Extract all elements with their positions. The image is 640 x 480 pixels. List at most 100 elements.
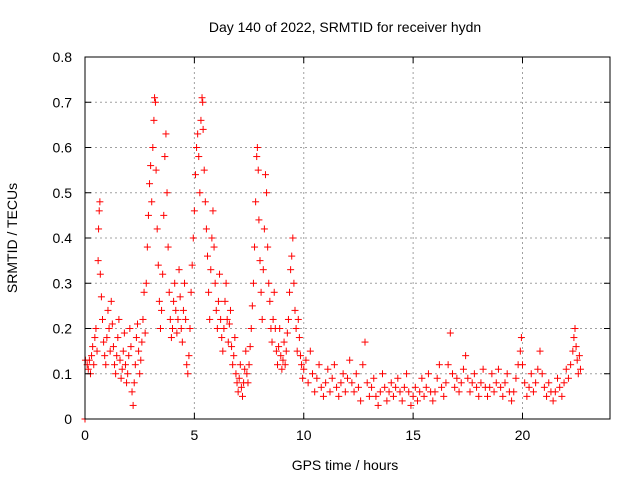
data-point: [466, 388, 474, 396]
x-tick-label: 15: [405, 427, 421, 443]
data-point: [196, 189, 204, 197]
data-point: [341, 388, 349, 396]
data-point: [118, 365, 126, 373]
data-point: [376, 388, 384, 396]
data-point: [284, 315, 292, 323]
data-point: [167, 334, 175, 342]
data-point: [560, 379, 568, 387]
data-point: [232, 370, 240, 378]
data-point: [473, 383, 481, 391]
data-point: [127, 343, 135, 351]
chart-title: Day 140 of 2022, SRMTID for receiver hyd…: [209, 19, 481, 35]
data-point: [103, 334, 111, 342]
data-point: [117, 374, 125, 382]
data-point: [477, 379, 485, 387]
data-point: [134, 320, 141, 328]
data-point: [105, 325, 113, 332]
data-point: [206, 315, 214, 323]
data-point: [183, 361, 191, 369]
data-point: [492, 379, 500, 387]
data-point: [135, 347, 143, 355]
data-point: [97, 293, 105, 301]
data-point: [549, 397, 557, 405]
data-point: [324, 365, 332, 373]
data-point: [159, 270, 167, 278]
data-point: [84, 365, 92, 373]
data-point: [379, 370, 386, 378]
data-point: [357, 397, 365, 405]
data-point: [139, 315, 147, 323]
data-point: [220, 325, 228, 332]
data-point: [551, 388, 559, 396]
y-tick-label: 0.6: [53, 140, 73, 156]
data-point: [140, 288, 148, 296]
data-point: [281, 361, 289, 369]
data-point: [286, 288, 294, 296]
data-point: [243, 370, 251, 378]
data-point: [256, 257, 264, 265]
data-point: [223, 315, 231, 323]
data-point: [275, 343, 283, 351]
data-point: [411, 383, 419, 391]
data-point: [534, 365, 542, 373]
data-point: [381, 383, 389, 391]
data-point: [138, 338, 146, 346]
data-point: [572, 343, 580, 351]
data-point: [141, 329, 149, 337]
data-point: [368, 383, 376, 391]
data-point: [156, 325, 164, 332]
data-point: [129, 401, 137, 409]
data-point: [540, 383, 548, 391]
data-point: [190, 207, 198, 215]
data-point: [306, 347, 314, 355]
data-point: [363, 379, 371, 387]
data-point: [199, 98, 207, 106]
data-point: [280, 338, 288, 346]
data-point: [313, 374, 321, 382]
axis-ticks: 0 0.1 0.2 0.3 0.4 0.5 0.6 0.7 0.8 0 5 10 15 20: [53, 49, 610, 443]
data-point: [211, 279, 219, 287]
data-point: [213, 325, 221, 332]
data-point: [173, 329, 181, 337]
data-point: [516, 347, 524, 355]
x-tick-label: 0: [81, 427, 89, 443]
data-point: [208, 234, 216, 242]
data-point: [155, 297, 163, 305]
data-point: [558, 392, 566, 400]
data-point: [158, 306, 166, 314]
data-point: [287, 266, 295, 274]
data-point: [94, 257, 102, 265]
data-point: [171, 279, 179, 287]
data-point: [490, 388, 498, 396]
data-point: [365, 392, 373, 400]
data-point: [264, 243, 272, 251]
data-point: [503, 370, 511, 378]
data-point: [231, 334, 239, 342]
data-point: [202, 225, 210, 233]
data-point: [453, 374, 461, 382]
data-point: [214, 297, 222, 305]
data-point: [545, 379, 553, 387]
data-point: [556, 383, 564, 391]
data-point: [438, 383, 446, 391]
data-point: [418, 374, 426, 382]
data-point: [394, 374, 402, 382]
data-point: [276, 325, 284, 332]
data-point: [128, 388, 136, 396]
data-point: [333, 383, 341, 391]
data-point: [317, 383, 325, 391]
data-point: [177, 325, 185, 332]
data-point: [152, 166, 160, 174]
data-point: [536, 347, 544, 355]
data-point: [293, 347, 301, 355]
data-point: [529, 388, 537, 396]
data-point: [396, 388, 404, 396]
data-point: [95, 207, 103, 215]
data-point: [517, 334, 525, 342]
data-point: [260, 225, 268, 233]
data-point: [497, 383, 505, 391]
data-point: [359, 361, 367, 369]
y-tick-label: 0.3: [53, 275, 73, 291]
data-point: [229, 361, 237, 369]
data-point: [403, 370, 411, 378]
